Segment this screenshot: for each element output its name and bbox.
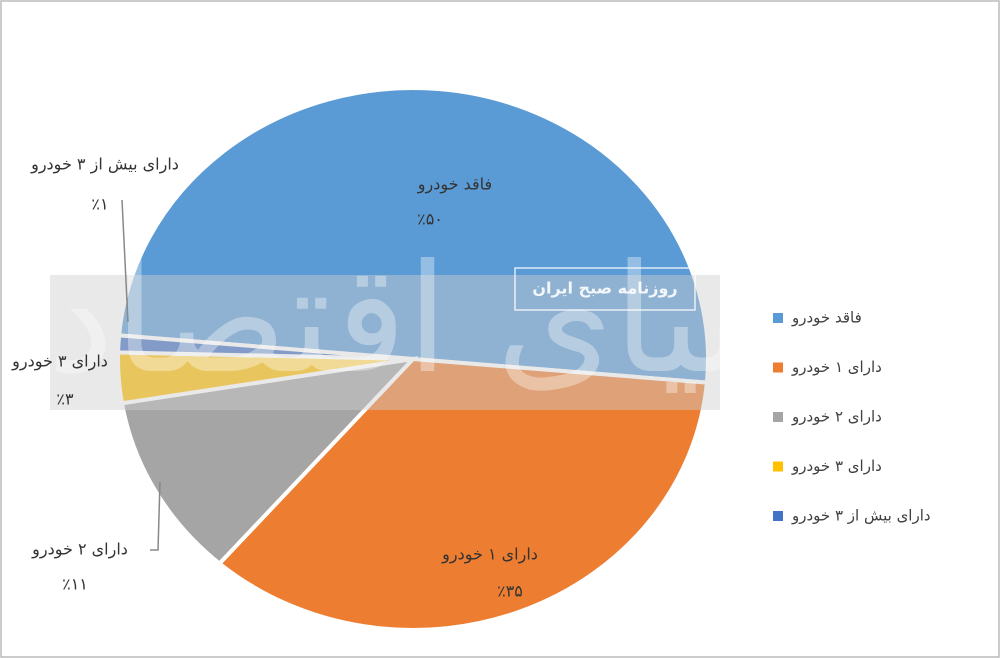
- slice-label: دارای بیش از ۳ خودرو: [30, 155, 179, 175]
- slice-value-label: ٪۱: [91, 195, 108, 214]
- legend-label: دارای ۱ خودرو: [791, 358, 882, 376]
- watermark-logo: دنیای اقتصاد: [47, 233, 813, 407]
- legend-swatch: [773, 412, 783, 422]
- data-labels: فاقد خودرو ٪۵۰ دارای ۱ خودرو ٪۳۵ دارای ۲ خود…: [11, 155, 538, 601]
- legend-swatch: [773, 362, 783, 373]
- pie-slice: [216, 356, 710, 632]
- leader-line: [150, 481, 161, 551]
- slice-label: دارای ۳ خودرو: [11, 352, 108, 372]
- slice-value-label: ٪۵۰: [417, 210, 443, 229]
- pie-slice: [119, 356, 419, 567]
- watermark-band: [50, 275, 720, 410]
- legend-label: دارای ۲ خودرو: [791, 408, 882, 426]
- slice-value-label: ٪۱۱: [62, 575, 88, 594]
- slice-label: فاقد خودرو: [417, 175, 492, 195]
- legend-label: دارای ۳ خودرو: [791, 457, 882, 475]
- watermark-text: روزنامه صبح ایران: [532, 279, 677, 298]
- legend-swatch: [773, 511, 783, 521]
- legend-swatch: [773, 313, 783, 323]
- pie-slice: [116, 333, 414, 361]
- watermark-box: [514, 267, 696, 311]
- legend-swatch: [773, 461, 783, 472]
- slice-value-label: ٪۳: [56, 390, 74, 409]
- pie: [116, 86, 710, 632]
- slice-value-label: ٪۳۵: [497, 582, 523, 601]
- slice-label: دارای ۲ خودرو: [31, 540, 128, 560]
- pie-slice: [116, 86, 710, 385]
- slice-label: دارای ۱ خودرو: [441, 545, 538, 565]
- legend-label: فاقد خودرو: [791, 309, 862, 327]
- legend-label: دارای بیش از ۳ خودرو: [791, 507, 931, 525]
- legend: فاقد خودرو دارای ۱ خودرو دارای ۲ خودرو دارا…: [773, 309, 931, 525]
- leader-line: [121, 199, 129, 323]
